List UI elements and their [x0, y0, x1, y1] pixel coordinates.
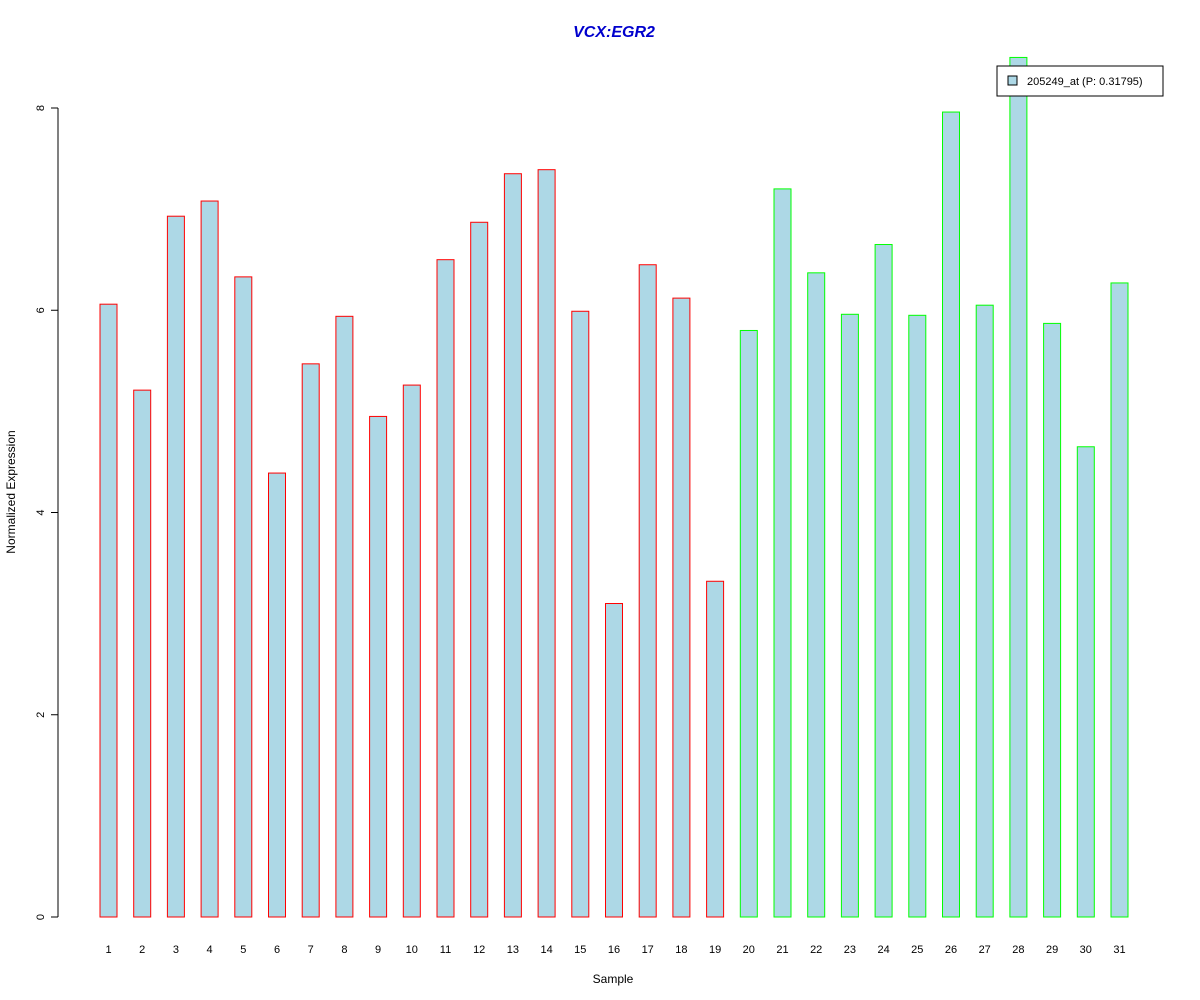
- x-tick-label: 19: [709, 944, 721, 956]
- bar-sample-15: [571, 310, 590, 918]
- bars-group: [99, 56, 1129, 918]
- x-tick-label: 3: [173, 944, 179, 956]
- bar-sample-11: [436, 259, 455, 918]
- bar-sample-8: [335, 315, 354, 918]
- bar-sample-31: [1110, 282, 1129, 918]
- x-tick-label: 9: [375, 944, 381, 956]
- bar-sample-28: [1009, 56, 1028, 918]
- chart-title: VCX:EGR2: [573, 24, 655, 41]
- legend-box: [996, 65, 1164, 97]
- x-tick-label: 6: [274, 944, 280, 956]
- bar-sample-7: [301, 363, 320, 918]
- x-tick-label: 4: [207, 944, 213, 956]
- y-tick-label: 0: [35, 914, 47, 920]
- y-tick-label: 4: [35, 509, 47, 515]
- bar-sample-25: [908, 314, 927, 918]
- bar-sample-20: [739, 329, 758, 918]
- x-tick-label: 23: [844, 944, 856, 956]
- x-tick-label: 25: [911, 944, 923, 956]
- x-tick-labels: 1 2 3 4 5 6 7 8 9 10 11 12 13 14 15 16 17 18 19 20 21 22 23 24 2…: [105, 944, 1125, 956]
- x-tick-label: 5: [240, 944, 246, 956]
- x-tick-label: 31: [1113, 944, 1125, 956]
- x-axis-label: Sample: [593, 972, 634, 986]
- x-tick-label: 24: [877, 944, 889, 956]
- x-tick-label: 30: [1080, 944, 1092, 956]
- x-tick-label: 17: [642, 944, 654, 956]
- bar-sample-18: [672, 297, 691, 918]
- x-tick-label: 8: [341, 944, 347, 956]
- y-tick-label: 8: [35, 105, 47, 111]
- x-tick-label: 10: [406, 944, 418, 956]
- bar-sample-23: [840, 313, 859, 918]
- bar-sample-17: [638, 264, 657, 918]
- legend: 205249_at (P: 0.31795): [996, 65, 1164, 97]
- bar-sample-10: [402, 384, 421, 918]
- x-tick-label: 11: [440, 944, 451, 956]
- legend-label: 205249_at (P: 0.31795): [1027, 76, 1143, 88]
- x-tick-label: 20: [743, 944, 755, 956]
- x-tick-label: 26: [945, 944, 957, 956]
- bar-sample-14: [537, 169, 556, 918]
- bar-sample-24: [874, 244, 893, 918]
- bar-sample-9: [369, 415, 388, 918]
- x-tick-label: 13: [507, 944, 519, 956]
- bar-sample-1: [99, 303, 118, 918]
- x-tick-label: 27: [979, 944, 991, 956]
- x-tick-label: 14: [540, 944, 552, 956]
- legend-swatch: [1007, 75, 1018, 86]
- bar-sample-2: [133, 389, 152, 918]
- bar-sample-19: [706, 580, 725, 918]
- x-tick-label: 12: [473, 944, 485, 956]
- bar-sample-21: [773, 188, 792, 918]
- y-axis-ticks: 0 2 4 6 8: [35, 105, 58, 920]
- bar-sample-4: [200, 200, 219, 918]
- x-tick-label: 2: [139, 944, 145, 956]
- bar-sample-12: [470, 221, 489, 918]
- x-tick-label: 22: [810, 944, 822, 956]
- bar-sample-3: [166, 215, 185, 918]
- bar-sample-27: [975, 304, 994, 918]
- bar-sample-13: [503, 173, 522, 918]
- x-tick-label: 29: [1046, 944, 1058, 956]
- y-tick-label: 6: [35, 307, 47, 313]
- bar-sample-26: [942, 111, 960, 918]
- y-axis-label: Normalized Expression: [4, 430, 18, 553]
- bar-sample-22: [807, 272, 826, 918]
- x-tick-label: 28: [1012, 944, 1024, 956]
- x-tick-label: 16: [608, 944, 620, 956]
- bar-sample-30: [1076, 446, 1095, 918]
- x-tick-label: 15: [574, 944, 586, 956]
- x-tick-label: 1: [105, 944, 111, 956]
- x-tick-label: 21: [776, 944, 788, 956]
- bar-sample-16: [605, 603, 623, 918]
- bar-sample-29: [1043, 322, 1062, 918]
- x-tick-label: 18: [675, 944, 687, 956]
- bar-sample-6: [268, 472, 286, 918]
- x-tick-label: 7: [308, 944, 314, 956]
- bar-sample-5: [234, 276, 253, 918]
- y-tick-label: 2: [35, 712, 47, 718]
